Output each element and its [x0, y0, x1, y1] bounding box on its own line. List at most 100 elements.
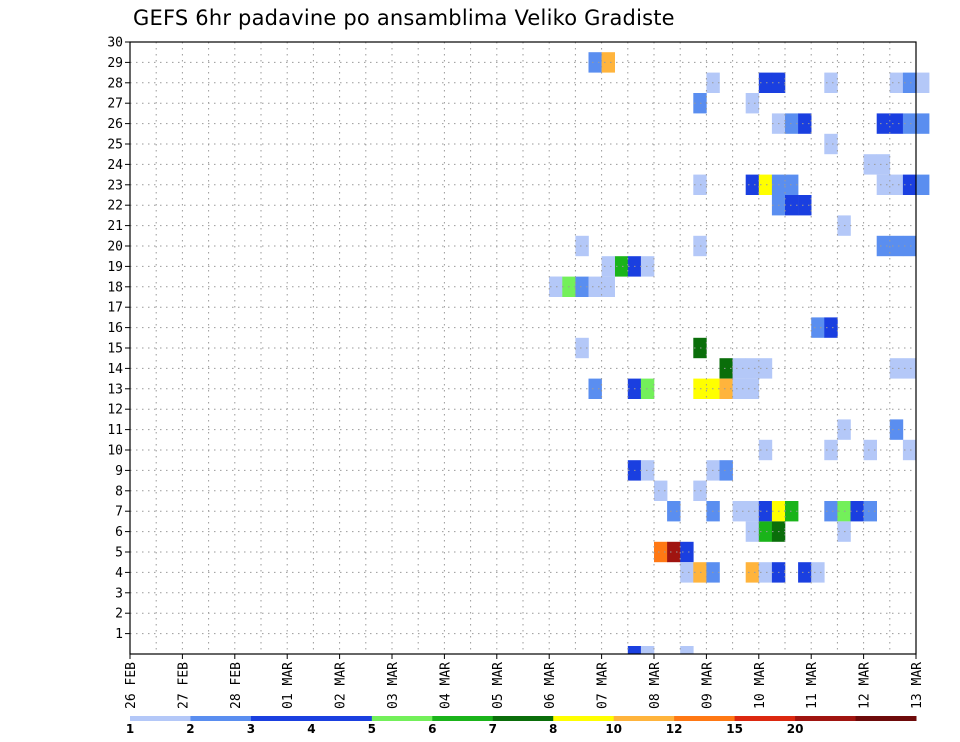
colorbar: 1 2 3 4 5 6 7 8 10 12 15 20 [126, 716, 917, 736]
y-tick-label: 12 [107, 403, 123, 418]
heatmap-cell [824, 317, 838, 338]
heatmap-cell [863, 154, 877, 175]
heatmap-cell [758, 358, 773, 379]
colorbar-label: 8 [549, 722, 557, 736]
colorbar-swatch [190, 716, 252, 721]
heatmap-cell [876, 154, 891, 175]
x-tick-label: 10 MAR [753, 662, 768, 709]
y-tick-label: 9 [115, 464, 123, 479]
x-tick-label: 13 MAR [910, 662, 925, 709]
heatmap-cell [889, 358, 904, 379]
colorbar-label: 12 [666, 722, 683, 736]
heatmap-cell [601, 276, 615, 297]
heatmap-cell [588, 52, 602, 73]
x-tick-label: 12 MAR [858, 662, 873, 709]
x-tick-label: 27 FEB [176, 662, 191, 709]
heatmap-cell [889, 235, 904, 257]
heatmap-cell [824, 501, 838, 522]
heatmap-cell [745, 501, 760, 522]
heatmap-cell [785, 501, 799, 522]
y-tick-label: 26 [107, 117, 123, 132]
heatmap-cell [902, 358, 917, 379]
x-tick-label: 07 MAR [596, 662, 611, 709]
heatmap-cell [798, 113, 812, 134]
heatmap-cell [876, 174, 891, 195]
y-tick-label: 14 [107, 362, 123, 377]
heatmap-cell [876, 113, 891, 134]
colorbar-label: 15 [726, 722, 743, 736]
heatmap-cell [785, 113, 799, 134]
colorbar-label: 6 [428, 722, 436, 736]
y-tick-label: 5 [115, 546, 123, 561]
y-tick-label: 20 [107, 240, 123, 255]
y-tick-label: 7 [115, 505, 123, 520]
colorbar-swatch [855, 716, 917, 721]
heatmap-cell [575, 337, 589, 359]
colorbar-swatch [674, 716, 736, 721]
colorbar-swatch [613, 716, 675, 721]
heatmap-cell [575, 235, 589, 257]
heatmap-cell [588, 276, 602, 297]
y-tick-label: 17 [107, 301, 123, 316]
x-tick-label: 03 MAR [386, 662, 401, 709]
heatmap-cell [719, 378, 733, 399]
x-tick-label: 11 MAR [805, 662, 820, 709]
heatmap-cell [640, 646, 655, 654]
heatmap-cell [732, 378, 746, 399]
heatmap-cell [745, 93, 760, 114]
y-tick-label: 11 [107, 423, 123, 438]
heatmap-cell [916, 113, 930, 134]
heatmap-cell [549, 276, 563, 297]
heatmap-cell [667, 541, 681, 563]
x-tick-label: 06 MAR [543, 662, 558, 709]
x-axis: 26 FEB 27 FEB 28 FEB 01 MAR 02 MAR 03 MAR 04 M… [124, 654, 925, 709]
heatmap-cell [745, 521, 760, 542]
heatmap-cell [902, 72, 917, 93]
colorbar-swatch [371, 716, 433, 721]
heatmap-cells [549, 52, 930, 654]
heatmap-cell [601, 256, 615, 277]
colorbar-label: 3 [247, 722, 255, 736]
heatmap-cell [732, 358, 746, 379]
y-tick-label: 10 [107, 444, 123, 459]
heatmap-cell [654, 480, 668, 501]
colorbar-label: 10 [605, 722, 622, 736]
colorbar-label: 1 [126, 722, 134, 736]
heatmap-cell [745, 174, 760, 195]
heatmap-cell [758, 562, 773, 583]
heatmap-cell [902, 174, 917, 195]
heatmap-cell [902, 113, 917, 134]
y-tick-label: 4 [115, 566, 123, 581]
heatmap-cell [889, 174, 904, 195]
heatmap-cell [654, 541, 668, 563]
colorbar-swatch [130, 716, 191, 721]
heatmap-cell [745, 562, 760, 583]
y-tick-label: 18 [107, 280, 123, 295]
colorbar-label: 7 [489, 722, 497, 736]
heatmap-cell [902, 235, 917, 257]
y-tick-label: 23 [107, 178, 123, 193]
y-tick-label: 13 [107, 382, 123, 397]
heatmap-cell [798, 195, 812, 216]
y-tick-label: 24 [107, 158, 123, 173]
colorbar-swatch [432, 716, 494, 721]
heatmap-cell [811, 317, 825, 338]
heatmap-cell [916, 72, 930, 93]
heatmap-cell [889, 113, 904, 134]
colorbar-label: 4 [307, 722, 315, 736]
heatmap-cell [824, 72, 838, 93]
heatmap-cell [640, 256, 655, 277]
heatmap-cell [627, 646, 642, 654]
heatmap-cell [667, 501, 681, 522]
y-axis: 1234567891011121314151617181920212223242… [107, 36, 130, 642]
y-tick-label: 8 [115, 484, 123, 499]
colorbar-label: 2 [186, 722, 194, 736]
heatmap-cell [798, 562, 812, 583]
heatmap-cell [758, 521, 773, 542]
y-tick-label: 1 [115, 627, 123, 642]
x-tick-label: 05 MAR [491, 662, 506, 709]
heatmap-cell [575, 276, 589, 297]
heatmap-cell [601, 52, 615, 73]
heatmap-cell [863, 439, 877, 461]
